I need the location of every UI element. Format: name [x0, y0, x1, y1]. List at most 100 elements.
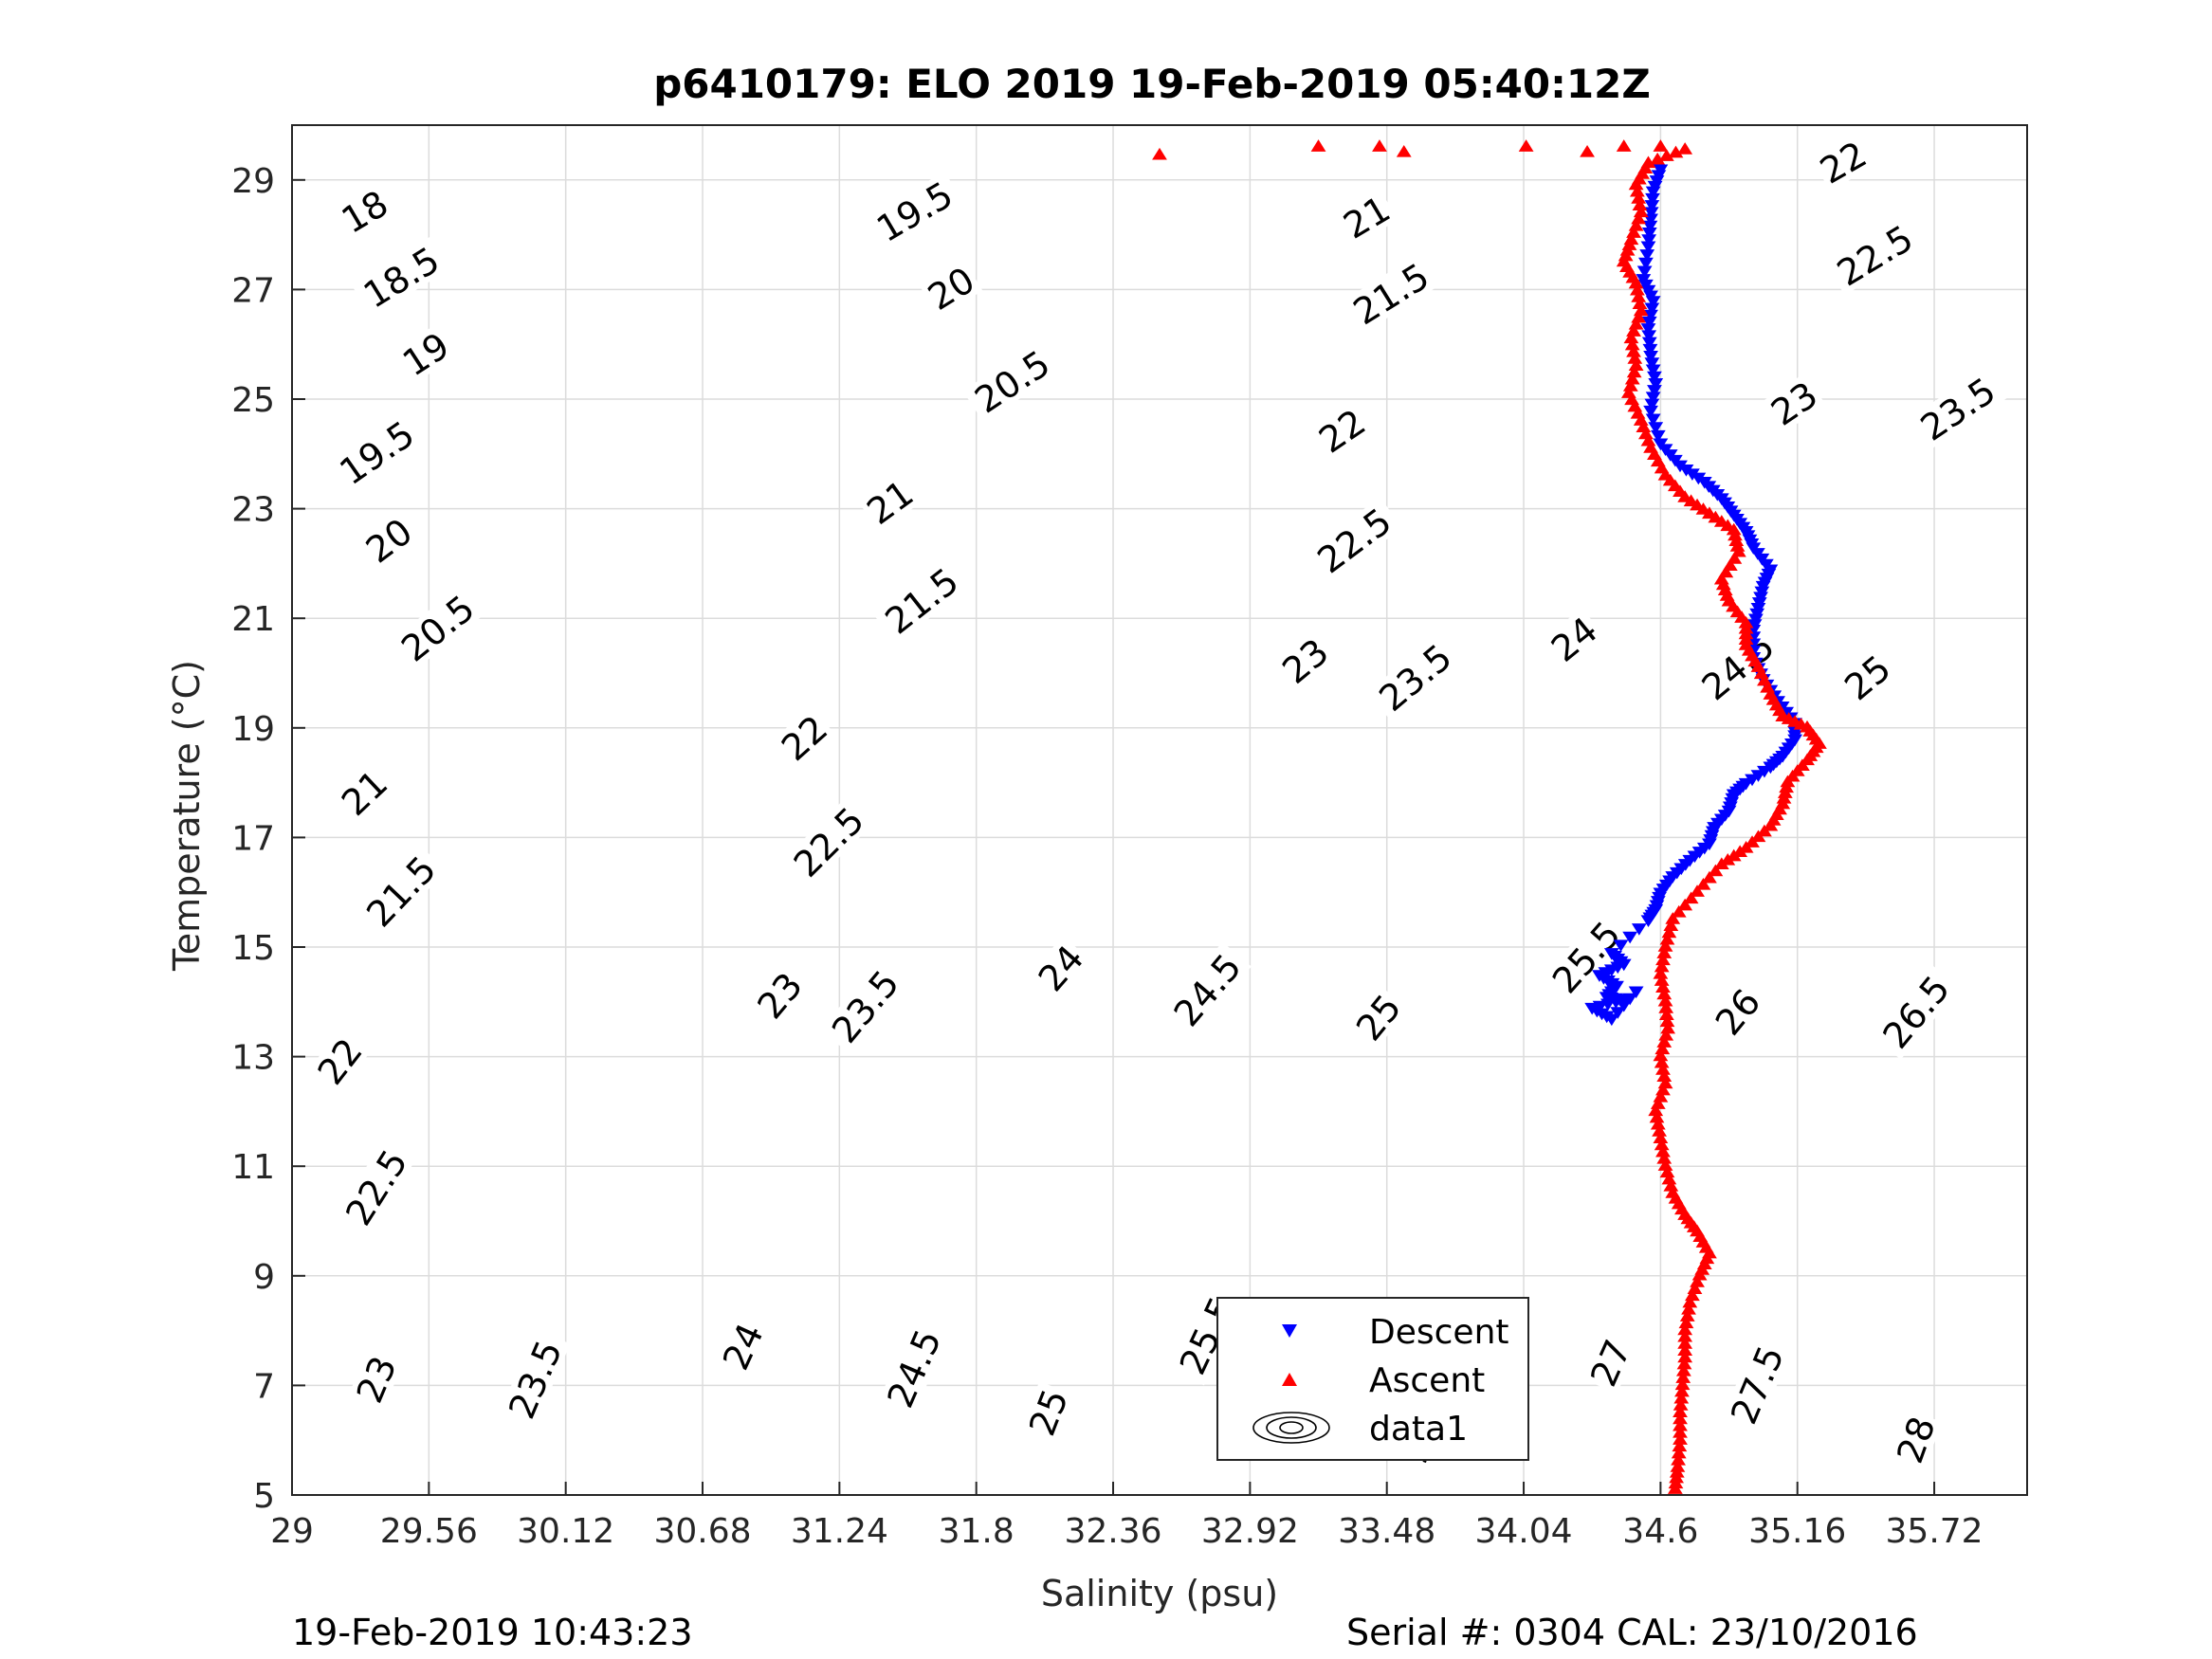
y-tick-label: 17 [231, 819, 275, 858]
x-tick-label: 34.04 [1475, 1512, 1573, 1551]
axes-frame [291, 124, 2028, 1496]
contour-label-bg [351, 236, 451, 318]
ascent-marker [1702, 870, 1717, 884]
y-tick-label: 5 [253, 1477, 275, 1516]
y-tick-label: 13 [231, 1039, 275, 1078]
legend-contour-symbol [1279, 1421, 1304, 1434]
footer-timestamp: 19-Feb-2019 10:43:23 [292, 1612, 693, 1653]
descent-marker [1639, 249, 1655, 262]
ascent-marker [1518, 139, 1534, 152]
profile-series [1152, 139, 1827, 1494]
contour-label-bg [332, 760, 396, 824]
x-tick-label: 30.68 [653, 1512, 751, 1551]
contour-label-bg [772, 706, 836, 769]
x-tick-label: 31.24 [791, 1512, 888, 1551]
descent-marker [1641, 337, 1657, 350]
contour-label-bg [348, 1348, 404, 1411]
descent-marker [1640, 323, 1656, 336]
ascent-marker [1658, 149, 1674, 161]
legend-contour-symbol [1252, 1412, 1330, 1444]
descent-marker [1636, 265, 1653, 279]
contour-label-bg [748, 963, 811, 1028]
y-tick-label: 15 [231, 929, 275, 968]
descent-marker [1643, 207, 1659, 219]
descent-marker [1645, 296, 1661, 308]
descent-marker [1647, 385, 1662, 397]
contour-label-bg [327, 410, 426, 495]
descent-marker [1616, 999, 1632, 1012]
ascent-marker [1683, 891, 1699, 904]
descent-marker [1603, 1013, 1619, 1027]
descent-marker [1642, 220, 1658, 233]
x-tick-label: 29 [270, 1512, 314, 1551]
descent-marker [1610, 1007, 1626, 1019]
x-tick-label: 34.6 [1622, 1512, 1698, 1551]
contour-label: 23 [348, 1348, 405, 1411]
contour-label-bg [781, 795, 875, 888]
ascent-marker [1713, 857, 1729, 869]
descent-marker [1641, 228, 1657, 240]
descent-marker [1648, 377, 1664, 391]
descent-marker [1645, 364, 1661, 377]
contour-label-bg [1346, 985, 1410, 1049]
descent-marker [1622, 931, 1638, 944]
contour-label-bg [1835, 646, 1899, 708]
grid [291, 125, 2027, 1496]
legend-label: Ascent [1369, 1361, 1485, 1400]
descent-marker [1647, 371, 1662, 384]
y-tick-label: 27 [231, 271, 275, 310]
contour-label-bg [389, 583, 486, 672]
contour-label-bg [820, 957, 909, 1054]
y-tick-label: 11 [231, 1148, 275, 1187]
descent-marker [1645, 186, 1661, 199]
descent-marker [1645, 192, 1660, 206]
descent-marker [1644, 357, 1660, 370]
descent-marker [1613, 939, 1629, 953]
contour-label-bg [1871, 963, 1961, 1060]
contour-label-bg [1162, 941, 1252, 1038]
contour-label-bg [872, 556, 970, 645]
contour-label-bg [499, 1328, 571, 1430]
y-tick-label: 23 [231, 491, 275, 530]
ascent-marker [1745, 835, 1760, 848]
descent-marker [1643, 351, 1658, 363]
ascent-marker [1757, 824, 1772, 837]
contour-label-bg [1272, 629, 1337, 692]
contour-label-bg [1811, 133, 1875, 191]
descent-marker [1644, 302, 1660, 316]
x-tick-label: 29.56 [380, 1512, 478, 1551]
y-tick-label: 7 [253, 1367, 275, 1406]
y-tick-label: 9 [253, 1258, 275, 1297]
descent-marker [1650, 429, 1666, 443]
contour-label-bg [714, 1315, 771, 1377]
contour-label-bg [1334, 187, 1398, 246]
descent-marker [1631, 923, 1647, 936]
descent-marker [1643, 405, 1658, 418]
ascent-marker [1763, 818, 1779, 831]
contour-label-bg [877, 1318, 950, 1419]
contour-label-bg [962, 339, 1062, 423]
contour-label-bg [1581, 1331, 1638, 1395]
contour-label-bg [1020, 1381, 1075, 1443]
ascent-marker [1580, 144, 1595, 157]
contour-label-bg [1305, 497, 1403, 584]
x-axis-label: Salinity (psu) [1041, 1573, 1278, 1614]
contour-label-bg [1309, 400, 1374, 461]
ascent-marker [1671, 904, 1687, 918]
descent-marker [1628, 986, 1644, 999]
chart-title: p6410179: ELO 2019 19-Feb-2019 05:40:12Z [653, 61, 1651, 107]
descent-marker [1640, 915, 1656, 928]
contour-label-bg [1029, 936, 1092, 1000]
ascent-marker [1750, 830, 1766, 843]
y-axis-label: Temperature (°C) [166, 660, 208, 972]
ascent-marker [1667, 1482, 1683, 1494]
ascent-marker [1310, 139, 1326, 152]
descent-marker [1645, 392, 1661, 405]
descent-marker [1645, 413, 1661, 427]
ascent-marker [1372, 139, 1387, 152]
ascent-marker [1396, 144, 1412, 157]
x-tick-label: 35.72 [1886, 1512, 1983, 1551]
ascent-marker [1690, 884, 1705, 897]
contour-label-bg [864, 171, 964, 251]
